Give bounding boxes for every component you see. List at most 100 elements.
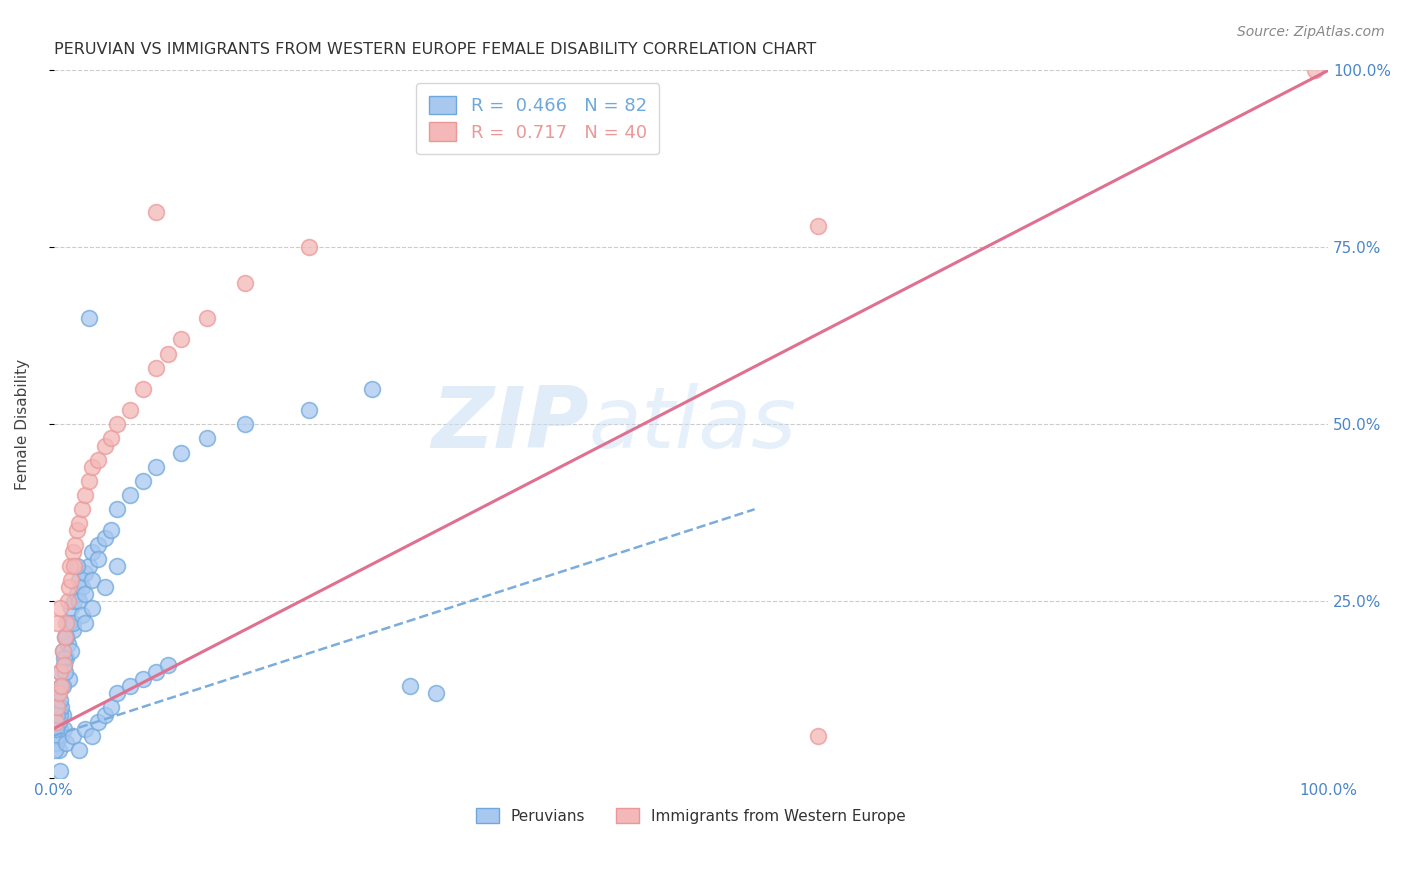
Point bbox=[105, 502, 128, 516]
Point bbox=[93, 531, 115, 545]
Point bbox=[62, 615, 84, 630]
Point bbox=[120, 679, 142, 693]
Point bbox=[51, 679, 73, 693]
Point bbox=[75, 587, 97, 601]
Point bbox=[425, 686, 447, 700]
Point bbox=[297, 240, 319, 254]
Point bbox=[56, 637, 79, 651]
Point bbox=[70, 608, 93, 623]
Point bbox=[60, 644, 83, 658]
Point bbox=[87, 714, 110, 729]
Point bbox=[75, 615, 97, 630]
Point bbox=[79, 558, 101, 573]
Point bbox=[49, 693, 72, 707]
Point bbox=[132, 382, 155, 396]
Point bbox=[46, 615, 69, 630]
Point bbox=[53, 630, 76, 644]
Point bbox=[105, 558, 128, 573]
Point bbox=[49, 764, 72, 779]
Point bbox=[53, 665, 76, 679]
Point bbox=[145, 205, 167, 219]
Point bbox=[120, 488, 142, 502]
Point bbox=[53, 630, 76, 644]
Point bbox=[70, 580, 93, 594]
Text: atlas: atlas bbox=[589, 383, 797, 466]
Point bbox=[45, 714, 67, 729]
Point bbox=[45, 714, 67, 729]
Point bbox=[75, 722, 97, 736]
Point bbox=[62, 545, 84, 559]
Point bbox=[132, 474, 155, 488]
Point bbox=[49, 665, 72, 679]
Point bbox=[75, 488, 97, 502]
Point bbox=[79, 311, 101, 326]
Point bbox=[45, 736, 67, 750]
Point bbox=[60, 573, 83, 587]
Text: PERUVIAN VS IMMIGRANTS FROM WESTERN EUROPE FEMALE DISABILITY CORRELATION CHART: PERUVIAN VS IMMIGRANTS FROM WESTERN EURO… bbox=[53, 42, 815, 57]
Y-axis label: Female Disability: Female Disability bbox=[15, 359, 30, 490]
Point bbox=[65, 558, 87, 573]
Point bbox=[51, 700, 73, 714]
Point bbox=[46, 700, 69, 714]
Point bbox=[67, 573, 90, 587]
Point bbox=[48, 714, 70, 729]
Point bbox=[44, 743, 66, 757]
Point bbox=[79, 474, 101, 488]
Point bbox=[93, 580, 115, 594]
Point bbox=[87, 452, 110, 467]
Point bbox=[195, 432, 218, 446]
Point bbox=[58, 672, 80, 686]
Point bbox=[62, 729, 84, 743]
Point bbox=[93, 439, 115, 453]
Point bbox=[56, 594, 79, 608]
Point bbox=[46, 707, 69, 722]
Point bbox=[297, 403, 319, 417]
Legend: Peruvians, Immigrants from Western Europe: Peruvians, Immigrants from Western Europ… bbox=[465, 797, 917, 834]
Point bbox=[100, 700, 122, 714]
Point bbox=[51, 729, 73, 743]
Point bbox=[46, 732, 69, 747]
Point bbox=[45, 722, 67, 736]
Point bbox=[51, 644, 73, 658]
Point bbox=[80, 545, 103, 559]
Point bbox=[55, 630, 77, 644]
Point bbox=[361, 382, 384, 396]
Point bbox=[52, 657, 75, 672]
Point bbox=[145, 459, 167, 474]
Point bbox=[65, 587, 87, 601]
Point bbox=[62, 623, 84, 637]
Point bbox=[65, 538, 87, 552]
Point bbox=[80, 573, 103, 587]
Point bbox=[157, 346, 180, 360]
Point bbox=[157, 657, 180, 672]
Point bbox=[48, 700, 70, 714]
Point bbox=[80, 459, 103, 474]
Point bbox=[195, 311, 218, 326]
Text: ZIP: ZIP bbox=[432, 383, 589, 466]
Point bbox=[58, 615, 80, 630]
Point bbox=[51, 707, 73, 722]
Point bbox=[399, 679, 422, 693]
Point bbox=[170, 445, 193, 459]
Point bbox=[52, 651, 75, 665]
Point bbox=[63, 558, 86, 573]
Point bbox=[70, 502, 93, 516]
Point bbox=[59, 558, 82, 573]
Point bbox=[80, 601, 103, 615]
Point bbox=[233, 276, 256, 290]
Point bbox=[51, 679, 73, 693]
Point bbox=[48, 686, 70, 700]
Point bbox=[100, 432, 122, 446]
Point bbox=[59, 615, 82, 630]
Point bbox=[105, 417, 128, 432]
Point bbox=[60, 601, 83, 615]
Point bbox=[55, 615, 77, 630]
Point bbox=[52, 722, 75, 736]
Point bbox=[46, 729, 69, 743]
Point bbox=[46, 686, 69, 700]
Point bbox=[120, 403, 142, 417]
Point bbox=[93, 707, 115, 722]
Point bbox=[55, 651, 77, 665]
Point bbox=[49, 707, 72, 722]
Point bbox=[49, 601, 72, 615]
